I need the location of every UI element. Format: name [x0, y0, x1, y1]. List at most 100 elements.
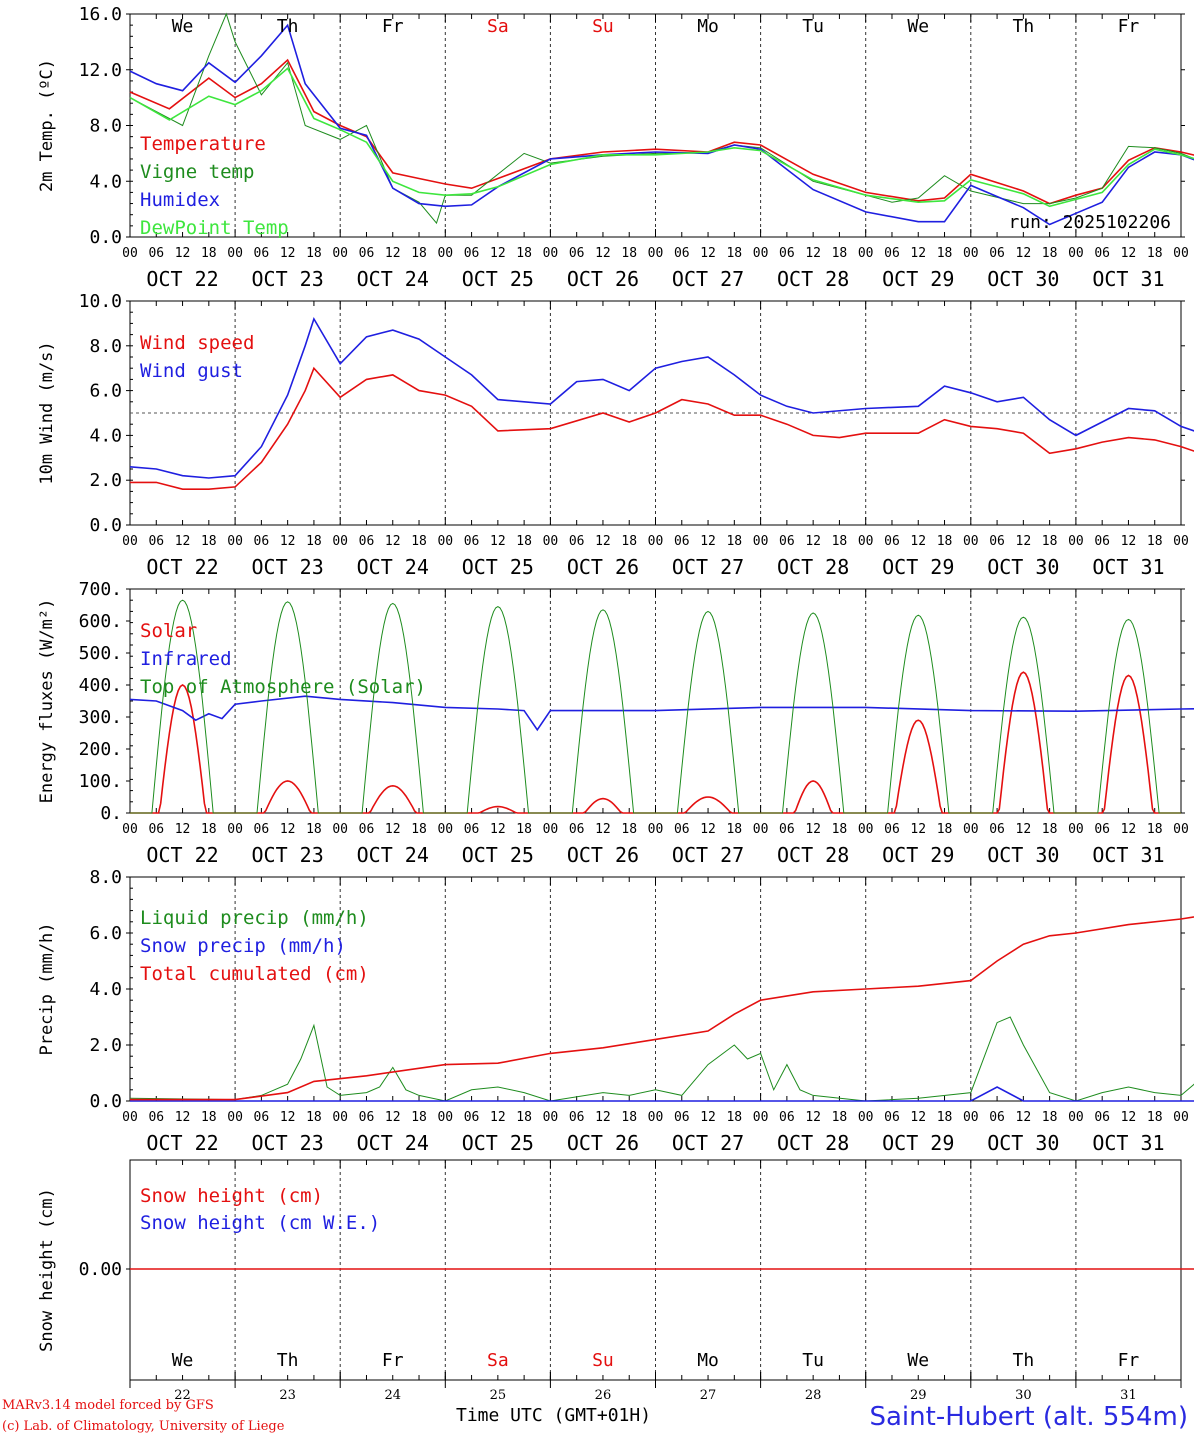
hour-label: 12: [490, 246, 506, 261]
date-label: OCT 27: [672, 1131, 744, 1155]
legend-temperature: Temperature: [140, 133, 266, 155]
date-label: OCT 30: [987, 267, 1059, 291]
hour-label: 06: [779, 534, 795, 549]
hour-label: 12: [700, 534, 716, 549]
date-label: OCT 23: [252, 843, 324, 867]
y-tick-label: 6.0: [89, 923, 122, 944]
hour-label: 06: [464, 822, 480, 837]
hour-label: 18: [832, 1110, 848, 1125]
date-label: OCT 29: [882, 843, 954, 867]
hour-label: 00: [227, 1110, 243, 1125]
hour-label: 18: [937, 1110, 953, 1125]
hour-label: 12: [280, 246, 296, 261]
legend-wind-gust: Wind gust: [140, 360, 243, 382]
hour-label: 00: [227, 822, 243, 837]
hour-label: 06: [674, 822, 690, 837]
date-label: OCT 30: [987, 843, 1059, 867]
series-line-dewpoint-temp: [129, 67, 1194, 208]
date-label: OCT 23: [252, 267, 324, 291]
hour-label: 18: [201, 246, 217, 261]
series-line-temperature: [129, 58, 1194, 205]
date-label: OCT 31: [1092, 1131, 1164, 1155]
legend-snow-height-cm-: Snow height (cm): [140, 1185, 323, 1207]
hour-label: 12: [175, 534, 191, 549]
series-line-total-cumulated-cm-: [130, 916, 1194, 1101]
hour-label: 12: [910, 822, 926, 837]
day-number-label: 24: [384, 1388, 401, 1403]
hour-label: 00: [543, 822, 559, 837]
y-tick-label: 0.0: [89, 1091, 122, 1112]
y-axis-title: Precip (mm/h): [37, 922, 57, 1055]
hour-label: 18: [411, 822, 427, 837]
hour-label: 12: [1121, 534, 1137, 549]
panel-wind: [126, 300, 1194, 526]
y-tick-label: 0.: [100, 803, 122, 824]
y-tick-label: 600.: [79, 611, 122, 632]
hour-label: 18: [516, 246, 532, 261]
hour-label: 12: [175, 1110, 191, 1125]
hour-label: 06: [359, 246, 375, 261]
hour-label: 06: [884, 822, 900, 837]
legend-dewpoint-temp: DewPoint Temp: [140, 217, 289, 239]
hour-label: 18: [621, 246, 637, 261]
hour-label: 18: [411, 246, 427, 261]
hour-label: 06: [359, 1110, 375, 1125]
y-axis-title: Energy fluxes (W/m²): [37, 599, 57, 804]
hour-label: 18: [201, 822, 217, 837]
hour-label: 12: [805, 534, 821, 549]
y-tick-label: 2.0: [89, 1035, 122, 1056]
y-tick-label: 16.0: [79, 4, 122, 25]
y-tick-label: 500.: [79, 643, 122, 664]
date-label: OCT 25: [462, 1131, 534, 1155]
run-label: run: 2025102206: [1008, 212, 1171, 233]
hour-label: 06: [569, 246, 585, 261]
hour-label: 00: [332, 822, 348, 837]
date-label: OCT 30: [987, 555, 1059, 579]
y-tick-label: 300.: [79, 707, 122, 728]
hour-label: 12: [280, 1110, 296, 1125]
day-number-label: 27: [700, 1388, 717, 1403]
hour-label: 18: [306, 1110, 322, 1125]
day-name-label: Su: [592, 1350, 614, 1371]
hour-label: 00: [332, 246, 348, 261]
hour-label: 12: [175, 246, 191, 261]
day-name-label: Fr: [382, 1350, 404, 1371]
hour-label: 06: [359, 534, 375, 549]
y-tick-label: 4.0: [89, 171, 122, 192]
hour-label: 18: [1042, 1110, 1058, 1125]
hour-label: 18: [726, 822, 742, 837]
hour-label: 12: [490, 1110, 506, 1125]
hour-label: 00: [858, 534, 874, 549]
hour-label: 06: [1094, 246, 1110, 261]
hour-label: 00: [648, 246, 664, 261]
hour-label: 06: [464, 246, 480, 261]
hour-label: 12: [805, 246, 821, 261]
hour-label: 00: [332, 1110, 348, 1125]
hour-label: 12: [385, 534, 401, 549]
date-label: OCT 27: [672, 555, 744, 579]
hour-label: 12: [385, 1110, 401, 1125]
date-label: OCT 22: [146, 843, 218, 867]
hour-label: 06: [989, 246, 1005, 261]
y-tick-label: 12.0: [79, 60, 122, 81]
hour-label: 18: [1147, 822, 1163, 837]
day-name-label: Th: [277, 1350, 299, 1371]
hour-label: 06: [884, 1110, 900, 1125]
date-label: OCT 24: [357, 267, 429, 291]
hour-label: 00: [1068, 534, 1084, 549]
y-axis-title: 2m Temp. (ºC): [37, 59, 57, 192]
hour-label: 12: [595, 822, 611, 837]
date-label: OCT 22: [146, 267, 218, 291]
hour-label: 06: [989, 1110, 1005, 1125]
date-label: OCT 29: [882, 1131, 954, 1155]
day-number-label: 30: [1015, 1388, 1032, 1403]
hour-label: 00: [648, 822, 664, 837]
hour-label: 12: [1016, 246, 1032, 261]
panel-frame: [129, 588, 1182, 814]
hour-label: 06: [1094, 1110, 1110, 1125]
hour-label: 06: [569, 534, 585, 549]
day-name-label: Fr: [382, 16, 404, 37]
hour-label: 06: [254, 1110, 270, 1125]
series-line-wind-speed: [130, 366, 1194, 490]
day-name-label: Sa: [487, 16, 509, 37]
